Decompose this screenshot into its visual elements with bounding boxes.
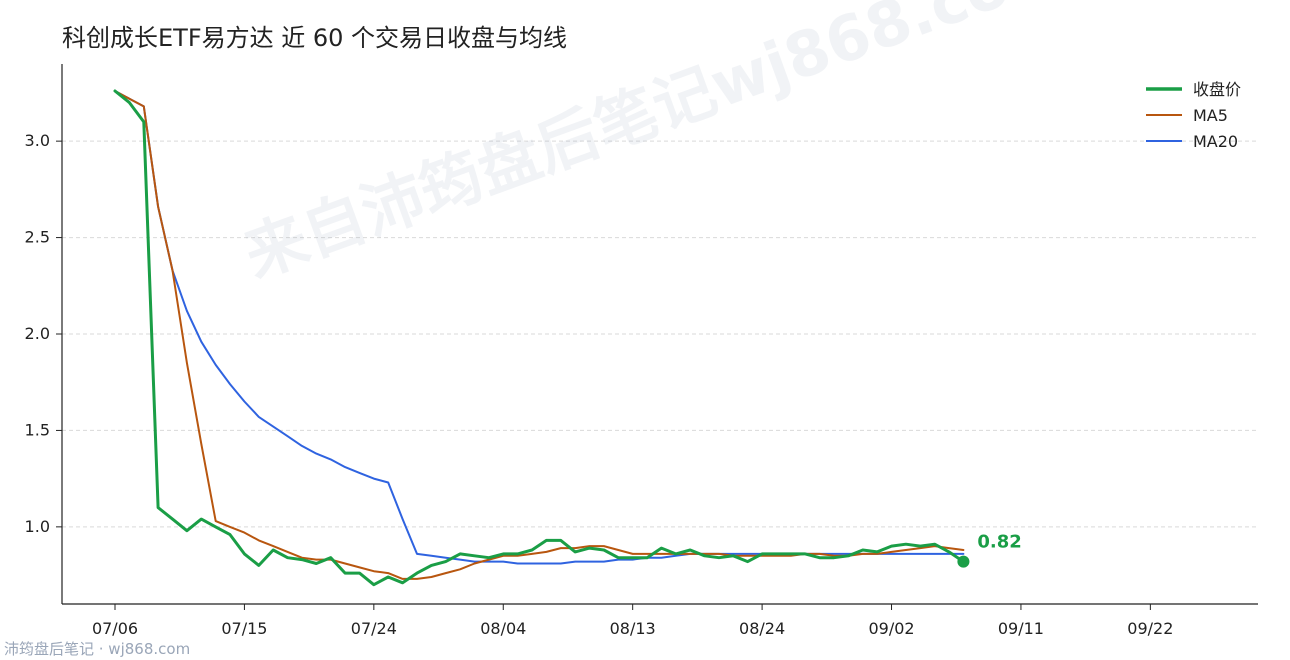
series-lines: 0.82	[113, 89, 1022, 587]
y-tick-label: 1.0	[25, 517, 50, 536]
x-tick-label: 09/11	[998, 619, 1044, 638]
y-tick-label: 2.5	[25, 228, 50, 247]
last-value-label: 0.82	[977, 532, 1021, 553]
legend: 收盘价 MA5 MA20	[1146, 80, 1241, 151]
legend-label-MA5: MA5	[1193, 106, 1228, 125]
chart-title: 科创成长ETF易方达 近 60 个交易日收盘与均线	[62, 24, 568, 52]
y-tick-label: 1.5	[25, 420, 50, 439]
series-line-MA5	[114, 90, 965, 580]
footer-credit: 沛筠盘后笔记 · wj868.com	[4, 640, 191, 658]
y-tick-label: 2.0	[25, 324, 50, 343]
legend-label-收盘价: 收盘价	[1193, 80, 1241, 99]
y-tick-label: 3.0	[25, 131, 50, 150]
legend-label-MA20: MA20	[1193, 132, 1238, 151]
x-tick-label: 09/02	[868, 619, 914, 638]
x-tick-label: 08/13	[610, 619, 656, 638]
x-tick-label: 07/24	[351, 619, 397, 638]
x-tick-label: 07/06	[92, 619, 138, 638]
series-line-收盘价	[113, 89, 965, 587]
x-tick-label: 08/04	[480, 619, 526, 638]
series-line-MA20	[114, 90, 965, 565]
gridlines	[62, 140, 1258, 528]
axes: 1.0 1.5 2.0 2.5 3.0 07/06 07/15 07/24 08/04 08/13…	[25, 64, 1258, 638]
x-tick-label: 09/22	[1127, 619, 1173, 638]
last-value-marker	[957, 555, 970, 568]
x-tick-label: 08/24	[739, 619, 785, 638]
x-tick-label: 07/15	[221, 619, 267, 638]
